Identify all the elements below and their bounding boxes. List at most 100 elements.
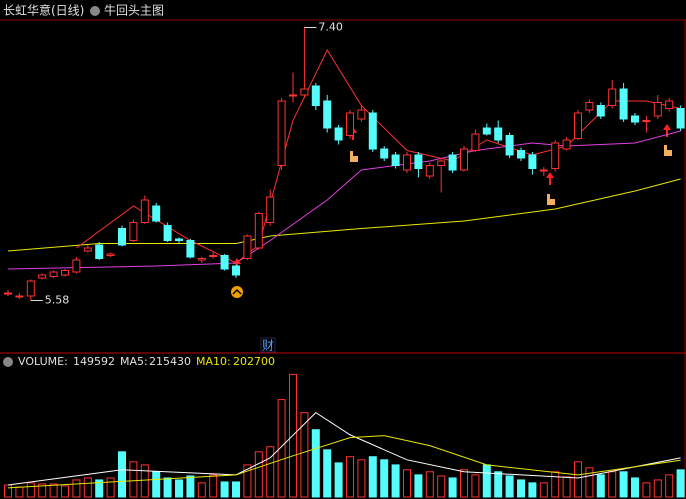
volume-bar bbox=[300, 412, 309, 498]
volume-bar bbox=[596, 474, 605, 498]
volume-bar bbox=[642, 482, 651, 498]
ma-line bbox=[7, 411, 681, 486]
candle-body bbox=[311, 85, 320, 106]
candle-body bbox=[391, 154, 400, 166]
volume-bar bbox=[4, 484, 12, 498]
candle-body bbox=[357, 109, 366, 120]
volume-bar bbox=[334, 462, 343, 498]
candle-body bbox=[83, 247, 92, 252]
volume-bar bbox=[197, 482, 206, 498]
candle-body bbox=[608, 88, 617, 106]
volume-bar bbox=[391, 464, 400, 498]
candle-body bbox=[471, 133, 480, 151]
volume-bar bbox=[243, 464, 252, 498]
chart-title: 长虹华意(日线) bbox=[3, 3, 84, 18]
candle-body bbox=[631, 115, 639, 123]
candle-body bbox=[619, 88, 628, 120]
candle-body bbox=[505, 135, 514, 156]
extreme-label: 7.40 bbox=[318, 21, 343, 34]
candle-body bbox=[220, 255, 229, 270]
candle-body bbox=[300, 88, 309, 96]
volume-label: VOLUME: bbox=[18, 355, 68, 368]
candle-body bbox=[49, 271, 58, 277]
candle-body bbox=[517, 150, 525, 159]
hand-icon bbox=[350, 151, 358, 162]
candle-body bbox=[574, 112, 582, 139]
volume-bar bbox=[608, 471, 617, 498]
volume-bar bbox=[460, 469, 468, 498]
candle-body bbox=[175, 238, 183, 241]
volume-bar bbox=[448, 477, 457, 498]
volume-bar bbox=[186, 475, 195, 498]
menu-icon[interactable] bbox=[3, 357, 13, 367]
volume-bar bbox=[83, 477, 92, 498]
candle-body bbox=[254, 213, 263, 249]
volume-bar bbox=[72, 479, 81, 498]
volume-bar bbox=[346, 456, 354, 498]
volume-bar bbox=[118, 451, 126, 498]
volume-bar bbox=[175, 479, 183, 498]
volume-bar bbox=[482, 464, 491, 498]
volume-bar bbox=[368, 456, 377, 498]
candle-body bbox=[460, 148, 468, 171]
menu-icon[interactable] bbox=[90, 6, 100, 16]
volume-bar bbox=[49, 483, 58, 498]
marker-box bbox=[260, 337, 276, 353]
up-arrow bbox=[546, 172, 554, 185]
volume-bar bbox=[585, 467, 594, 498]
candle-body bbox=[494, 127, 503, 141]
candle-body bbox=[26, 280, 35, 297]
candle-body bbox=[118, 228, 126, 246]
candle-body bbox=[106, 253, 115, 256]
volume-bar bbox=[95, 479, 104, 498]
volume-bar bbox=[505, 475, 514, 498]
volume-bar bbox=[61, 485, 69, 498]
volume-bar bbox=[676, 469, 685, 498]
hand-icons bbox=[350, 145, 672, 205]
candle-body bbox=[425, 165, 434, 177]
volume-bar bbox=[209, 474, 218, 498]
extreme-label: 5.58 bbox=[45, 294, 70, 307]
volume-bar bbox=[277, 399, 286, 498]
candle-body bbox=[482, 127, 491, 135]
volume-bar bbox=[653, 479, 662, 498]
candle-body bbox=[653, 102, 662, 117]
volume-bar bbox=[106, 477, 115, 498]
volume-bar bbox=[232, 481, 240, 498]
volume-bar bbox=[38, 483, 47, 498]
volume-bar bbox=[517, 479, 525, 498]
candle-body bbox=[414, 154, 423, 169]
volume-bar bbox=[414, 474, 423, 498]
volume-bar bbox=[266, 446, 275, 498]
candle-body bbox=[209, 255, 218, 257]
ma10-label: MA10: bbox=[196, 355, 231, 368]
volume-bar bbox=[551, 471, 560, 498]
candle-body bbox=[448, 154, 457, 171]
volume-bar bbox=[323, 449, 332, 498]
signal-icon-chevron bbox=[232, 288, 242, 295]
ma5-value: 215430 bbox=[149, 355, 191, 368]
volume-bar bbox=[619, 471, 628, 498]
candle-body bbox=[186, 240, 195, 258]
candle-body bbox=[163, 225, 172, 241]
volume-bar bbox=[403, 469, 411, 498]
volume-bar bbox=[665, 474, 674, 498]
news-marker[interactable]: 财 bbox=[262, 339, 274, 353]
volume-bar bbox=[163, 477, 172, 498]
volume-bar bbox=[471, 474, 480, 498]
candle-body bbox=[562, 139, 571, 150]
candle-body bbox=[4, 292, 12, 295]
volume-bar bbox=[254, 451, 263, 498]
volume-value: 149592 bbox=[73, 355, 115, 368]
candle-body bbox=[266, 196, 275, 223]
volume-bar bbox=[152, 471, 161, 498]
ma-line bbox=[76, 48, 681, 264]
candle-body bbox=[596, 105, 605, 117]
candle-body bbox=[585, 102, 594, 111]
candle-body bbox=[289, 94, 297, 97]
volume-bar bbox=[437, 475, 446, 498]
candle-body bbox=[38, 274, 47, 279]
candle-body bbox=[232, 265, 240, 276]
volume-bar bbox=[425, 471, 434, 498]
